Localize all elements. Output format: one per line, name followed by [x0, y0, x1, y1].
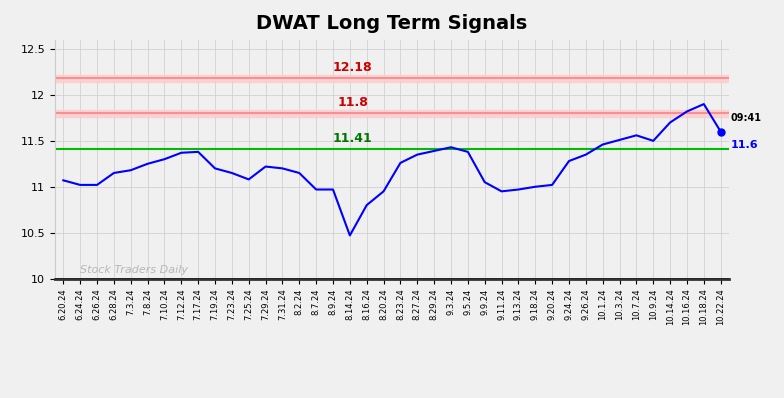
Text: 11.41: 11.41	[332, 131, 372, 144]
Title: DWAT Long Term Signals: DWAT Long Term Signals	[256, 14, 528, 33]
Text: 11.8: 11.8	[337, 96, 368, 109]
Text: 11.6: 11.6	[731, 140, 758, 150]
Text: Stock Traders Daily: Stock Traders Daily	[80, 265, 188, 275]
Text: 12.18: 12.18	[332, 61, 372, 74]
Text: 09:41: 09:41	[731, 113, 762, 123]
Bar	[55, 75, 729, 82]
Bar	[55, 109, 729, 117]
